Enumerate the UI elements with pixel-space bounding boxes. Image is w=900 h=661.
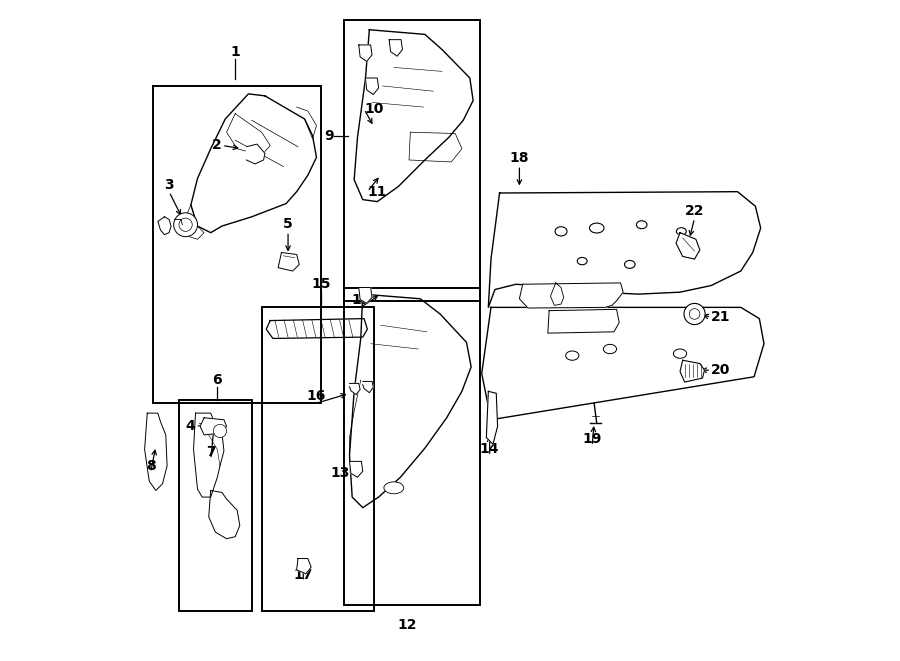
Text: 12: 12 — [397, 617, 417, 632]
Polygon shape — [200, 418, 227, 435]
Ellipse shape — [625, 260, 635, 268]
Polygon shape — [355, 30, 473, 202]
Ellipse shape — [384, 482, 404, 494]
Text: 17: 17 — [293, 568, 313, 582]
Polygon shape — [297, 559, 311, 574]
Circle shape — [689, 309, 700, 319]
Text: 15: 15 — [311, 277, 331, 291]
Ellipse shape — [590, 223, 604, 233]
Polygon shape — [482, 307, 764, 420]
Polygon shape — [194, 413, 224, 497]
Text: 9: 9 — [325, 128, 334, 143]
Polygon shape — [209, 490, 239, 539]
Polygon shape — [349, 461, 363, 477]
Bar — [344, 288, 480, 605]
Ellipse shape — [636, 221, 647, 229]
Text: 2: 2 — [212, 138, 222, 153]
Bar — [153, 86, 321, 403]
Text: 10: 10 — [364, 102, 383, 116]
Ellipse shape — [555, 227, 567, 236]
Ellipse shape — [577, 258, 587, 265]
Polygon shape — [363, 381, 374, 393]
Text: 8: 8 — [146, 459, 156, 473]
Polygon shape — [676, 233, 700, 259]
Bar — [179, 400, 252, 611]
Text: 7: 7 — [206, 446, 215, 459]
Text: 6: 6 — [212, 373, 222, 387]
Polygon shape — [349, 294, 472, 508]
Text: 1: 1 — [230, 46, 240, 59]
Ellipse shape — [677, 227, 687, 235]
Polygon shape — [359, 288, 372, 303]
Circle shape — [213, 424, 227, 438]
Circle shape — [174, 213, 197, 237]
Circle shape — [684, 303, 705, 325]
Text: 21: 21 — [711, 310, 731, 325]
Text: 13: 13 — [330, 465, 349, 480]
Polygon shape — [486, 391, 498, 444]
Polygon shape — [158, 217, 171, 235]
Text: 16: 16 — [307, 389, 326, 403]
Polygon shape — [191, 94, 317, 233]
Text: 20: 20 — [711, 363, 731, 377]
Text: 18: 18 — [509, 151, 529, 165]
Polygon shape — [519, 283, 623, 308]
Circle shape — [179, 218, 193, 231]
Text: 11: 11 — [367, 184, 387, 199]
Text: 13: 13 — [351, 293, 371, 307]
Polygon shape — [278, 253, 300, 271]
Ellipse shape — [673, 349, 687, 358]
Polygon shape — [680, 360, 705, 382]
Polygon shape — [548, 309, 619, 333]
Text: 5: 5 — [284, 217, 292, 231]
Polygon shape — [349, 383, 360, 395]
Polygon shape — [359, 45, 372, 61]
Text: 3: 3 — [165, 178, 174, 192]
Bar — [344, 20, 480, 301]
Text: 4: 4 — [185, 419, 195, 434]
Polygon shape — [489, 192, 760, 307]
Ellipse shape — [603, 344, 616, 354]
Polygon shape — [389, 40, 402, 56]
Polygon shape — [247, 144, 265, 164]
Polygon shape — [145, 413, 167, 490]
Ellipse shape — [566, 351, 579, 360]
Polygon shape — [266, 319, 367, 338]
Text: 22: 22 — [685, 204, 705, 218]
Text: 19: 19 — [582, 432, 602, 446]
Text: 14: 14 — [480, 442, 500, 456]
Bar — [262, 307, 374, 611]
Polygon shape — [365, 78, 379, 95]
